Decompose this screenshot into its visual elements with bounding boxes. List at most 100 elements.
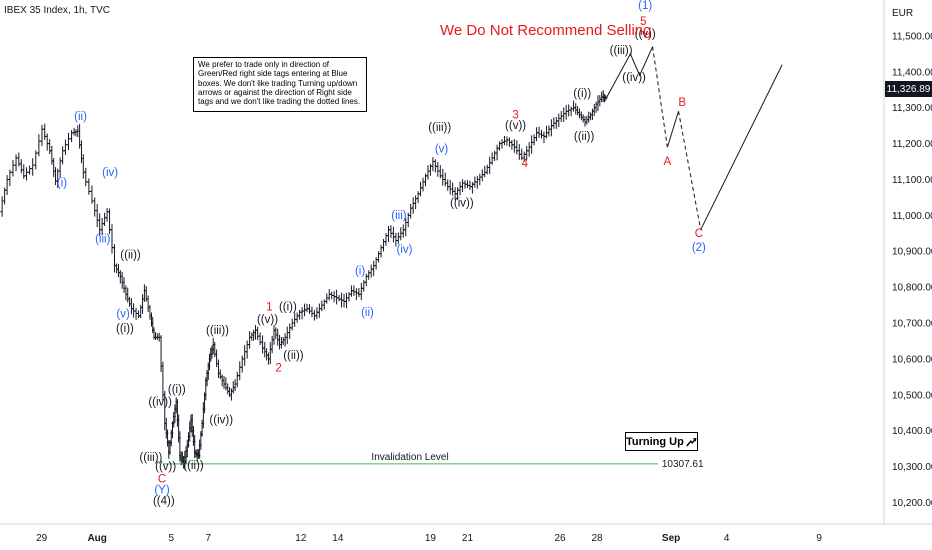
- price-bar: [401, 224, 406, 238]
- price-bar: [136, 310, 141, 319]
- last-price-tag: 11,326.89: [885, 81, 932, 97]
- price-bar: [14, 154, 19, 172]
- y-tick-label: 11,100.00: [892, 175, 932, 186]
- price-bar: [24, 167, 29, 181]
- price-bar: [391, 226, 396, 243]
- wave-label: (Y): [154, 484, 170, 496]
- wave-label: (i): [355, 266, 365, 278]
- price-bar: [383, 233, 388, 246]
- price-bar: [66, 132, 71, 151]
- price-bar: [502, 135, 507, 146]
- price-bar: [546, 125, 551, 137]
- price-bar: [537, 126, 542, 138]
- wave-label: ((v)): [635, 29, 656, 41]
- x-tick-label: 5: [168, 533, 174, 544]
- price-bar: [237, 361, 242, 381]
- price-bar: [504, 136, 509, 146]
- price-bar: [396, 232, 401, 244]
- price-bar: [314, 307, 319, 320]
- invalidation-level: Invalidation Level 10307.61: [163, 452, 704, 470]
- price-bar: [376, 251, 381, 263]
- y-tick-label: 10,900.00: [892, 247, 932, 258]
- price-bar: [500, 139, 505, 149]
- price-bar: [381, 238, 386, 252]
- wave-label: (1): [638, 0, 652, 12]
- wave-label: (iii): [391, 210, 406, 222]
- projection-wave-c: [678, 111, 702, 230]
- wave-label: (i): [57, 178, 67, 190]
- price-bar: [443, 172, 448, 187]
- wave-label: ((4)): [153, 495, 175, 507]
- wave-label: ((i)): [168, 384, 186, 396]
- price-bar: [411, 197, 416, 214]
- y-tick-label: 10,600.00: [892, 354, 932, 365]
- price-bar: [477, 173, 482, 186]
- price-bar: [406, 212, 411, 228]
- invalidation-value: 10307.61: [662, 459, 704, 470]
- price-bar: [512, 139, 517, 153]
- price-bar: [42, 123, 47, 140]
- price-bar: [421, 177, 426, 192]
- price-bar: [317, 303, 322, 318]
- price-bar: [374, 257, 379, 270]
- x-tick-label: 28: [591, 533, 603, 544]
- recommend-annotation: We Do Not Recommend Selling: [440, 22, 652, 39]
- price-bar: [366, 270, 371, 280]
- wave-label: 1: [266, 301, 272, 313]
- price-bar: [295, 312, 300, 323]
- price-bar: [561, 107, 566, 122]
- y-tick-label: 10,700.00: [892, 319, 932, 330]
- price-bar: [445, 179, 450, 191]
- y-axis-ticks: 10,200.00 10,300.00 10,400.00 10,500.00 10,6…: [892, 31, 932, 509]
- projection-wave-a: [652, 46, 668, 148]
- wave-label: C: [158, 474, 166, 486]
- price-bar: [324, 293, 329, 304]
- y-tick-label: 11,500.00: [892, 31, 932, 42]
- price-bar: [351, 285, 356, 296]
- arrow-up-right-icon: [686, 437, 697, 446]
- price-bar: [497, 141, 502, 151]
- price-bar: [21, 164, 26, 179]
- price-bar: [465, 180, 470, 189]
- projection-impulse: [605, 46, 654, 99]
- price-bar: [69, 129, 74, 143]
- wave-label: ((i)): [573, 88, 591, 100]
- y-tick-label: 10,500.00: [892, 390, 932, 401]
- x-tick-label: 26: [554, 533, 566, 544]
- price-bar: [529, 135, 534, 154]
- price-bar: [386, 225, 391, 242]
- price-bar: [487, 156, 492, 175]
- price-bar: [235, 371, 240, 388]
- wave-label: ((v)): [257, 314, 278, 326]
- projection-wave-b: [666, 111, 679, 148]
- wave-label: (v): [116, 309, 130, 321]
- wave-label: ((i)): [116, 323, 134, 335]
- price-bar: [495, 144, 500, 161]
- strategy-note: We prefer to trade only in direction of …: [193, 57, 367, 112]
- price-bar: [110, 224, 115, 254]
- wave-label: (ii): [74, 111, 87, 123]
- price-bar: [102, 212, 107, 226]
- wave-label: (iii): [95, 233, 110, 245]
- wave-label: ((ii)): [183, 460, 204, 472]
- price-bar: [440, 168, 445, 186]
- wave-label: (iv): [397, 244, 413, 256]
- price-bar: [428, 163, 433, 176]
- wave-label: 5: [640, 16, 646, 28]
- price-bar: [475, 176, 480, 189]
- price-bar: [305, 303, 310, 313]
- price-bar: [413, 195, 418, 210]
- price-bar: [342, 293, 347, 308]
- price-bar: [514, 140, 519, 155]
- price-bar: [425, 165, 430, 180]
- y-tick-label: 11,200.00: [892, 139, 932, 150]
- wave-label: ((iv)): [209, 415, 233, 427]
- wave-label: (2): [692, 242, 706, 254]
- price-bar: [245, 340, 250, 359]
- price-series: [0, 90, 608, 470]
- wave-label: ((iv)): [622, 72, 646, 84]
- wave-labels: (i) (ii) (iii) (iv) (v) ((ii)) ((i)) ((iv)) ((i)…: [57, 0, 706, 507]
- wave-label: ((ii)): [574, 131, 595, 143]
- wave-label: ((v)): [155, 461, 176, 473]
